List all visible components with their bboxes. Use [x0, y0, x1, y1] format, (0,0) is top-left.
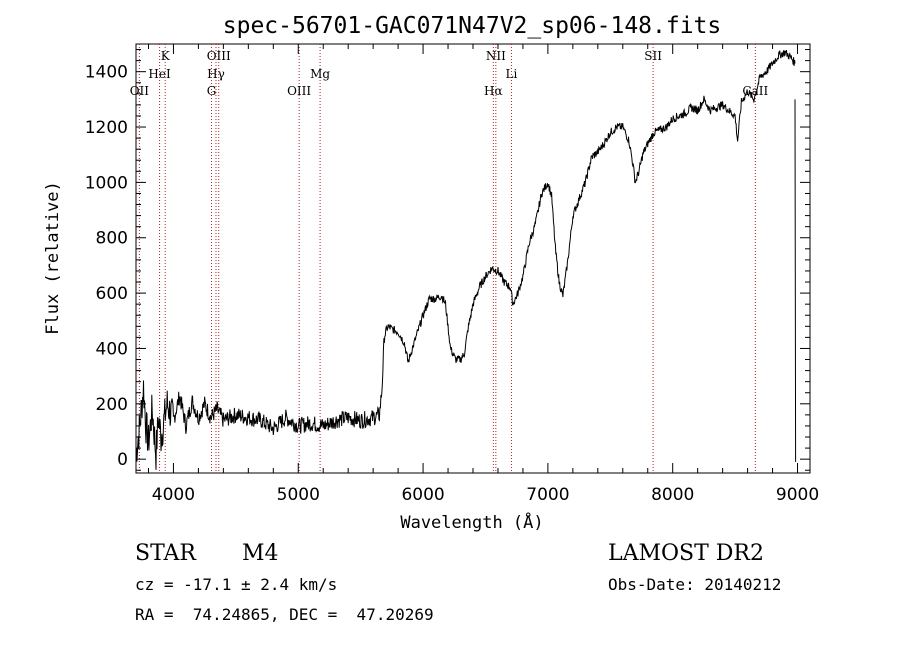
line-marker-label: NII	[486, 49, 506, 63]
line-marker-label: HeI	[148, 67, 171, 81]
x-axis-label: Wavelength (Å)	[400, 511, 543, 533]
line-marker-label: OIII	[207, 49, 231, 63]
line-marker-label: G	[207, 84, 217, 98]
line-marker-label: Li	[506, 67, 518, 81]
coordinates-text: RA = 74.24865, DEC = 47.20269	[135, 605, 434, 624]
y-tick-label: 200	[96, 395, 128, 415]
x-tick-label: 4000	[152, 485, 195, 505]
y-tick-label: 800	[96, 229, 128, 249]
y-tick-label: 1200	[85, 118, 128, 138]
object-subclass: M4	[242, 541, 279, 566]
object-type: STAR	[135, 541, 196, 566]
x-tick-label: 6000	[401, 485, 444, 505]
line-marker-label: Hα	[484, 84, 503, 98]
x-tick-label: 5000	[277, 485, 320, 505]
x-tick-label: 9000	[776, 485, 819, 505]
line-marker-label: Mg	[310, 67, 330, 81]
line-marker-label: SII	[644, 49, 662, 63]
y-tick-label: 600	[96, 284, 128, 304]
y-tick-label: 1000	[85, 173, 128, 193]
x-tick-label: 8000	[651, 485, 694, 505]
line-marker-label: OIII	[287, 84, 311, 98]
y-axis-label: Flux (relative)	[43, 181, 63, 335]
axis-ticks: 4000 5000 6000 7000 8000 9000 0 200 400 600 800 100…	[85, 44, 819, 505]
obs-date-text: Obs-Date: 20140212	[608, 575, 782, 594]
line-marker-label: K	[161, 49, 171, 63]
spectrum-line	[135, 49, 797, 470]
chart-title: spec-56701-GAC071N47V2_sp06-148.fits	[223, 13, 722, 39]
survey-label: LAMOST DR2	[608, 541, 764, 566]
y-tick-label: 0	[117, 450, 128, 470]
line-marker-label: OII	[130, 84, 150, 98]
line-marker-label: Hγ	[207, 67, 225, 81]
redshift-text: cz = -17.1 ± 2.4 km/s	[135, 575, 338, 594]
y-tick-label: 1400	[85, 63, 128, 83]
y-tick-label: 400	[96, 339, 128, 359]
x-tick-label: 7000	[526, 485, 569, 505]
